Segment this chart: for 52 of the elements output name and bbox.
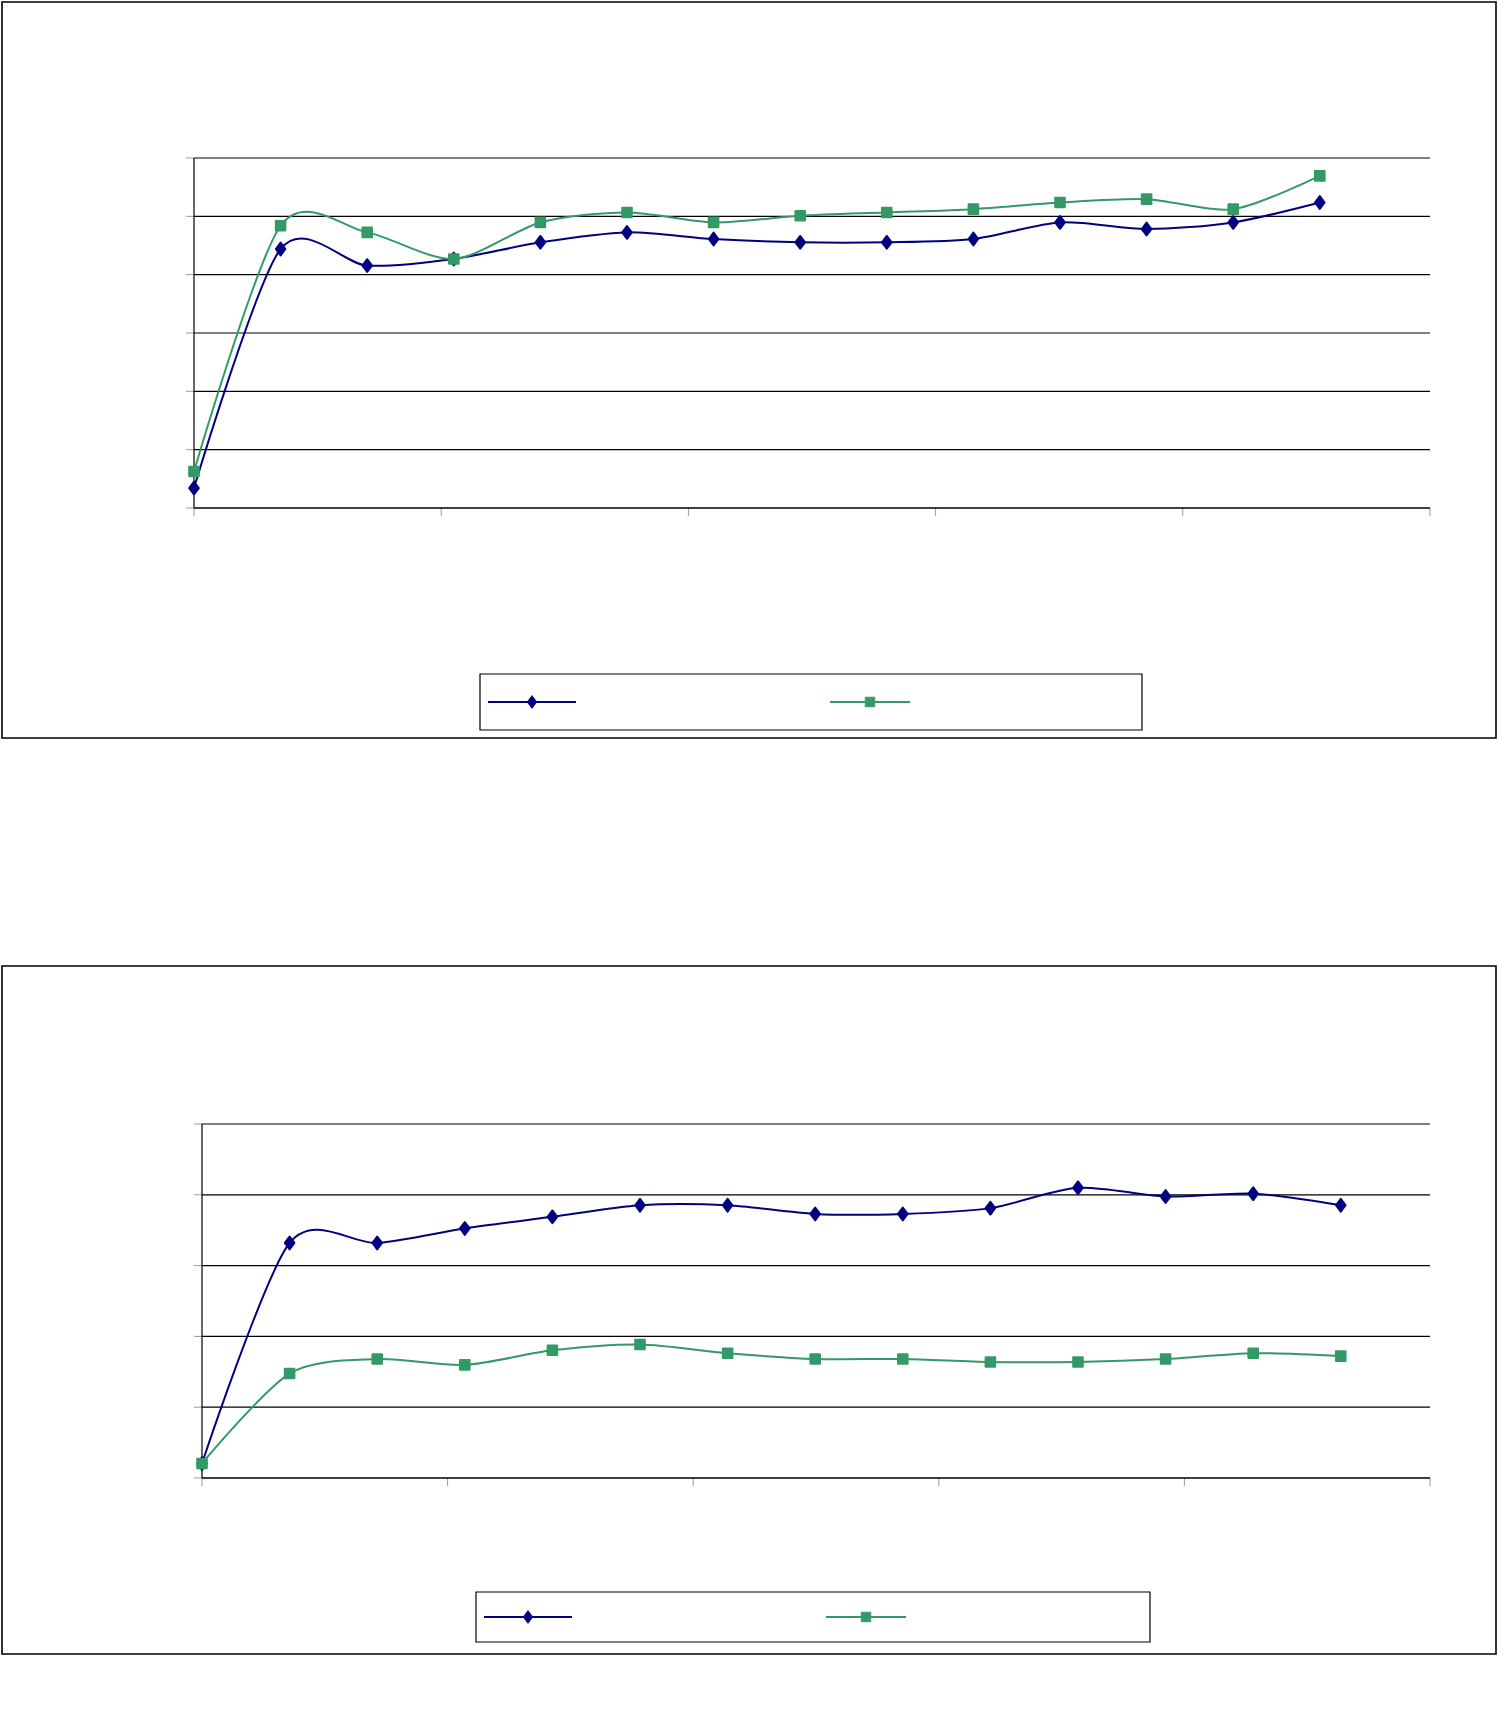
point: [896, 1206, 909, 1222]
point: [794, 209, 806, 222]
point: [534, 234, 547, 250]
point: [1054, 215, 1066, 230]
point: [459, 1221, 471, 1236]
point: [809, 1353, 821, 1365]
point: [984, 1200, 997, 1216]
point: [880, 234, 893, 250]
point: [967, 231, 980, 247]
point: [896, 1353, 909, 1365]
point: [1334, 1197, 1347, 1213]
point: [880, 206, 893, 219]
point: [546, 1209, 559, 1225]
point: [1227, 215, 1239, 230]
point: [809, 1206, 821, 1222]
point: [361, 226, 373, 239]
point: [188, 480, 200, 496]
point: [283, 1367, 296, 1380]
point: [371, 1235, 383, 1251]
point: [634, 1338, 646, 1351]
point: [1334, 1350, 1347, 1362]
point: [534, 216, 547, 229]
point: [1054, 196, 1066, 209]
point: [634, 1197, 646, 1213]
point: [967, 203, 980, 215]
point: [371, 1353, 383, 1365]
point: [459, 1359, 471, 1371]
point: [1159, 1353, 1172, 1365]
point: [274, 241, 287, 257]
point: [621, 224, 633, 240]
point: [794, 234, 806, 250]
point: [361, 258, 373, 273]
point: [1140, 221, 1153, 237]
point: [1227, 203, 1239, 215]
point: [274, 219, 287, 232]
point: [283, 1235, 296, 1251]
point: [1072, 1356, 1084, 1368]
point: [621, 206, 633, 219]
point: [188, 465, 200, 478]
point: [721, 1197, 734, 1213]
point: [1247, 1347, 1259, 1360]
point: [1072, 1180, 1084, 1196]
point: [707, 216, 720, 229]
point: [1313, 195, 1326, 210]
point: [707, 231, 720, 247]
point: [546, 1344, 559, 1357]
point: [1159, 1189, 1172, 1204]
point: [1313, 170, 1326, 182]
point: [721, 1347, 734, 1360]
point: [984, 1356, 997, 1368]
point: [1140, 193, 1153, 205]
point: [1247, 1186, 1259, 1202]
